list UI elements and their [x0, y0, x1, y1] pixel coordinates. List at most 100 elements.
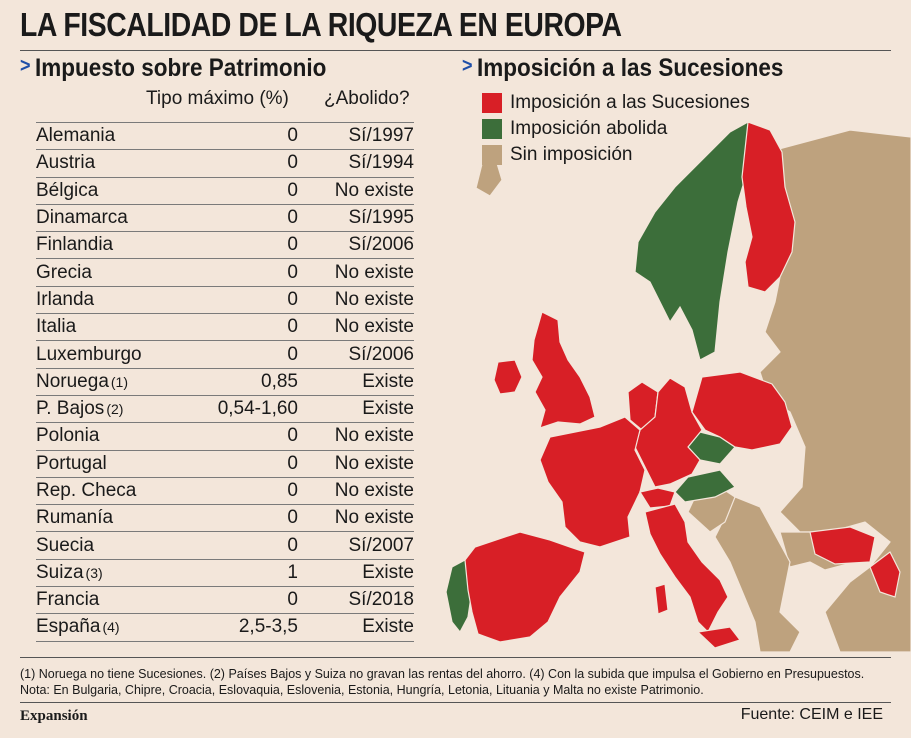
abolished-cell: Existe: [298, 559, 414, 588]
table-row: Portugal 0 No existe: [36, 450, 414, 478]
chevron-right-icon: >: [462, 55, 473, 77]
abolished-countries: [445, 121, 759, 634]
country-name: Francia: [36, 589, 100, 611]
rate-cell: 0: [206, 258, 298, 287]
legend-swatch-green: [482, 119, 502, 139]
rate-cell: 0,54-1,60: [206, 395, 298, 424]
country-name: Italia: [36, 316, 77, 338]
footnote-line-1: (1) Noruega no tiene Sucesiones. (2) Paí…: [20, 667, 865, 681]
legend-swatch-red: [482, 93, 502, 113]
country-name: Noruega: [36, 370, 109, 392]
brand-logo: Expansión: [20, 708, 88, 724]
source-credit: Fuente: CEIM e IEE: [740, 706, 883, 723]
country-cell: Francia: [36, 586, 206, 615]
rate-cell: 0: [206, 504, 298, 533]
table-row: Noruega (1) 0,85 Existe: [36, 368, 414, 396]
legend-item-none: Sin imposición: [482, 142, 750, 168]
country-cell: Rep. Checa: [36, 477, 206, 506]
non-taxing-countries: [475, 129, 911, 652]
abolished-cell: Sí/1995: [298, 204, 414, 233]
table-row: Bélgica 0 No existe: [36, 177, 414, 205]
country-cell: Polonia: [36, 422, 206, 451]
table-row: Francia 0 Sí/2018: [36, 586, 414, 615]
country-cell: Noruega (1): [36, 368, 206, 396]
table-row: Italia 0 No existe: [36, 313, 414, 342]
rate-cell: 0: [206, 204, 298, 233]
country-name: Rep. Checa: [36, 480, 137, 501]
country-name: Polonia: [36, 425, 100, 447]
rate-cell: 0,85: [206, 368, 298, 396]
wealth-tax-heading: > Impuesto sobre Patrimonio: [20, 54, 327, 82]
europe-map: [445, 121, 911, 652]
country-cell: Irlanda: [36, 286, 206, 315]
country-name: Alemania: [36, 125, 116, 147]
rate-cell: 0: [206, 422, 298, 451]
footnote-ref: (2): [106, 401, 124, 418]
rate-cell: 1: [206, 559, 298, 588]
country-name: Austria: [36, 152, 96, 174]
abolished-cell: Sí/2006: [298, 340, 414, 369]
table-row: Rep. Checa 0 No existe: [36, 477, 414, 506]
abolished-cell: No existe: [298, 177, 414, 205]
country-name: Luxemburgo: [36, 343, 142, 365]
footnote-ref: (1): [110, 373, 129, 390]
country-cell: España (4): [36, 613, 206, 642]
footnotes: (1) Noruega no tiene Sucesiones. (2) Paí…: [20, 666, 864, 698]
abolished-cell: Sí/2007: [298, 531, 414, 560]
legend-swatch-tan: [482, 145, 502, 165]
wealth-tax-table: Alemania 0 Sí/1997 Austria 0 Sí/1994 Bélgica 0 N…: [36, 121, 414, 642]
inheritance-tax-heading: > Imposición a las Sucesiones: [462, 54, 784, 82]
country-cell: Finlandia: [36, 231, 206, 260]
table-row: Rumanía 0 No existe: [36, 504, 414, 533]
country-name: Suecia: [36, 534, 95, 556]
table-row: P. Bajos (2) 0,54-1,60 Existe: [36, 395, 414, 424]
table-row: Alemania 0 Sí/1997: [36, 121, 414, 151]
map-legend: Imposición a las Sucesiones Imposición a…: [482, 90, 750, 168]
country-cell: Suiza (3): [36, 559, 206, 588]
footnote-ref: (4): [102, 619, 120, 636]
country-cell: Italia: [36, 313, 206, 342]
abolished-cell: Existe: [298, 613, 414, 642]
country-cell: P. Bajos (2): [36, 395, 206, 424]
rate-cell: 0: [206, 477, 298, 506]
abolished-cell: No existe: [298, 450, 414, 478]
rate-cell: 0: [206, 531, 298, 560]
country-name: Rumanía: [36, 507, 114, 529]
page-title: LA FISCALIDAD DE LA RIQUEZA EN EUROPA: [20, 6, 622, 43]
bottom-divider: [20, 702, 891, 703]
abolished-cell: No existe: [298, 286, 414, 315]
rate-cell: 0: [206, 313, 298, 342]
legend-item-taxed: Imposición a las Sucesiones: [482, 90, 750, 116]
country-name: Dinamarca: [36, 207, 128, 229]
legend-item-abolished: Imposición abolida: [482, 116, 750, 142]
abolished-cell: Existe: [298, 395, 414, 424]
rate-cell: 0: [206, 450, 298, 478]
rate-cell: 2,5-3,5: [206, 613, 298, 642]
table-row: Suiza (3) 1 Existe: [36, 559, 414, 588]
abolished-cell: No existe: [298, 477, 414, 506]
column-header-abolished: ¿Abolido?: [324, 88, 410, 109]
country-cell: Bélgica: [36, 177, 206, 205]
table-row: Irlanda 0 No existe: [36, 286, 414, 315]
chevron-right-icon: >: [20, 55, 31, 77]
abolished-cell: Sí/2018: [298, 586, 414, 615]
country-cell: Dinamarca: [36, 204, 206, 233]
country-name: Irlanda: [36, 288, 95, 310]
taxing-countries: [464, 121, 901, 649]
rate-cell: 0: [206, 586, 298, 615]
footnote-line-2: Nota: En Bulgaria, Chipre, Croacia, Eslo…: [20, 683, 704, 697]
table-row: Grecia 0 No existe: [36, 258, 414, 287]
country-name: P. Bajos: [36, 398, 105, 420]
abolished-cell: No existe: [298, 313, 414, 342]
footnote-ref: (3): [85, 564, 103, 581]
table-row: Austria 0 Sí/1994: [36, 149, 414, 178]
country-name: Bélgica: [36, 179, 99, 201]
table-row: Polonia 0 No existe: [36, 422, 414, 451]
country-cell: Grecia: [36, 258, 206, 287]
rate-cell: 0: [206, 177, 298, 205]
country-cell: Luxemburgo: [36, 340, 206, 369]
rate-cell: 0: [206, 286, 298, 315]
abolished-cell: Sí/2006: [298, 231, 414, 260]
country-name: España: [36, 616, 101, 638]
rate-cell: 0: [206, 149, 298, 178]
